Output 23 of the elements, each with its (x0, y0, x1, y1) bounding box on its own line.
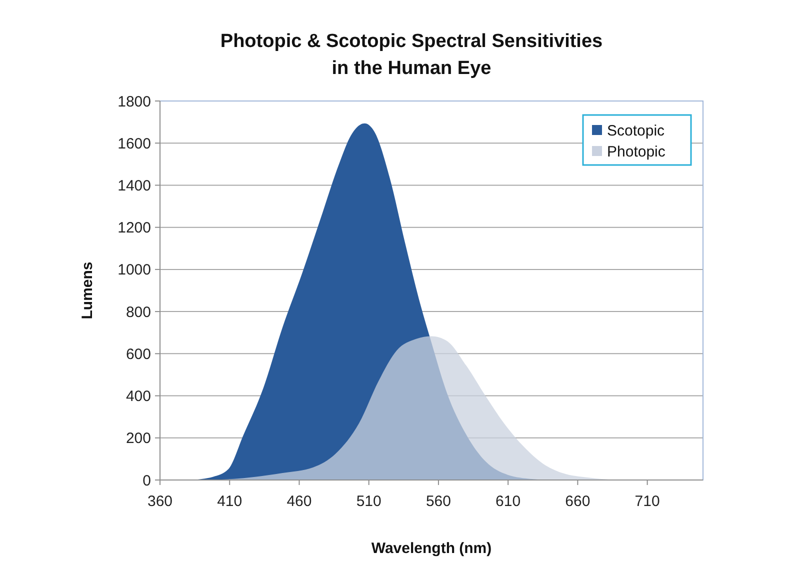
y-tick-label: 1800 (118, 93, 151, 110)
y-tick-label: 1600 (118, 135, 151, 152)
y-tick-label: 400 (126, 388, 151, 406)
x-tick-label: 460 (286, 493, 312, 510)
x-tick-label: 660 (565, 493, 590, 510)
chart-title: Photopic & Scotopic Spectral Sensitivities in the Human Eye (220, 31, 603, 79)
x-tick-label: 410 (217, 493, 242, 510)
x-tick-label: 510 (356, 493, 382, 510)
y-tick-label: 200 (126, 430, 151, 448)
y-tick-label: 1000 (118, 262, 151, 279)
y-tick-label: 1200 (118, 220, 151, 237)
y-axis-title: Lumens (79, 262, 96, 320)
x-tick-label: 560 (426, 493, 451, 510)
y-tick-label: 1400 (118, 177, 151, 194)
x-tick-label: 710 (634, 493, 660, 510)
y-tick-label: 0 (142, 472, 151, 490)
y-tick-label: 800 (126, 304, 151, 321)
x-tick-label: 610 (496, 493, 521, 510)
legend-label: Scotopic (607, 122, 666, 140)
legend-label: Photopic (607, 143, 666, 160)
x-axis-title: Wavelength (nm) (371, 540, 492, 557)
y-tick-label: 600 (126, 346, 151, 363)
x-tick-label: 360 (147, 493, 173, 510)
